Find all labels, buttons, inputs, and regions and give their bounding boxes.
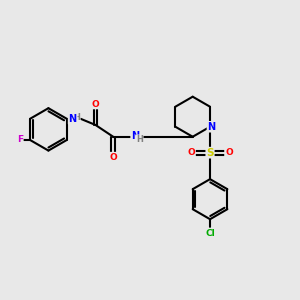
Text: N: N	[207, 122, 216, 132]
Text: H: H	[136, 135, 143, 144]
Text: O: O	[187, 148, 195, 157]
Text: N: N	[69, 114, 77, 124]
Text: O: O	[225, 148, 233, 157]
Text: Cl: Cl	[205, 229, 215, 238]
Text: S: S	[206, 148, 214, 158]
Text: F: F	[17, 136, 23, 145]
Text: O: O	[92, 100, 99, 109]
Text: O: O	[109, 153, 117, 162]
Text: H: H	[73, 113, 80, 122]
Text: N: N	[131, 131, 139, 141]
